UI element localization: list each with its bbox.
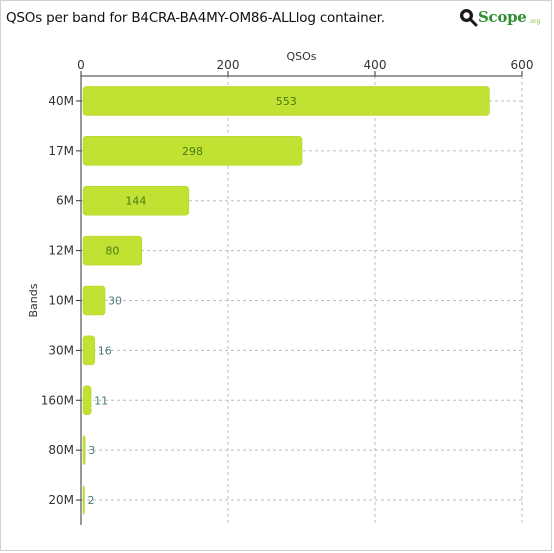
bar-80M — [82, 435, 86, 465]
y-tick-label-1: 17M — [48, 144, 74, 158]
x-tick-label-1: 200 — [217, 58, 240, 72]
data-label-160M: 11 — [94, 394, 108, 407]
bar-10M — [82, 285, 106, 316]
data-label-40M: 553 — [276, 95, 297, 108]
x-tick-label-0: 0 — [77, 58, 85, 72]
data-label-20M: 2 — [88, 494, 95, 507]
y-tick-label-3: 12M — [48, 244, 74, 258]
bar-12M — [82, 235, 143, 266]
data-label-12M: 80 — [105, 245, 119, 258]
bar-20M — [82, 485, 85, 515]
x-tick-label-2: 400 — [364, 58, 387, 72]
x-axis-title: QSOs — [286, 50, 316, 63]
qscope-logo: Scope .org — [458, 6, 540, 28]
bar-17M — [82, 136, 303, 166]
data-label-30M: 16 — [98, 344, 112, 357]
logo-sub: .org — [528, 17, 541, 25]
chart-title: QSOs per band for B4CRA-BA4MY-OM86-ALLlo… — [6, 10, 385, 26]
bar-40M — [82, 86, 490, 116]
y-tick-label-7: 80M — [48, 443, 74, 457]
magnifier-icon — [460, 9, 478, 27]
bar-6M — [82, 185, 190, 216]
y-axis-title: Bands — [27, 283, 40, 317]
bar-160M — [82, 385, 92, 416]
data-label-6M: 144 — [125, 195, 146, 208]
data-label-80M: 3 — [88, 444, 95, 457]
y-tick-label-0: 40M — [48, 94, 74, 108]
data-label-10M: 30 — [108, 295, 122, 308]
y-tick-label-8: 20M — [48, 493, 74, 507]
data-label-17M: 298 — [182, 145, 203, 158]
logo-text: Scope — [478, 8, 527, 26]
y-tick-label-5: 30M — [48, 343, 74, 357]
y-tick-label-2: 6M — [56, 194, 74, 208]
y-tick-label-4: 10M — [48, 294, 74, 308]
bar-30M — [82, 335, 96, 366]
x-tick-label-3: 600 — [511, 58, 534, 72]
y-tick-label-6: 160M — [41, 393, 74, 407]
